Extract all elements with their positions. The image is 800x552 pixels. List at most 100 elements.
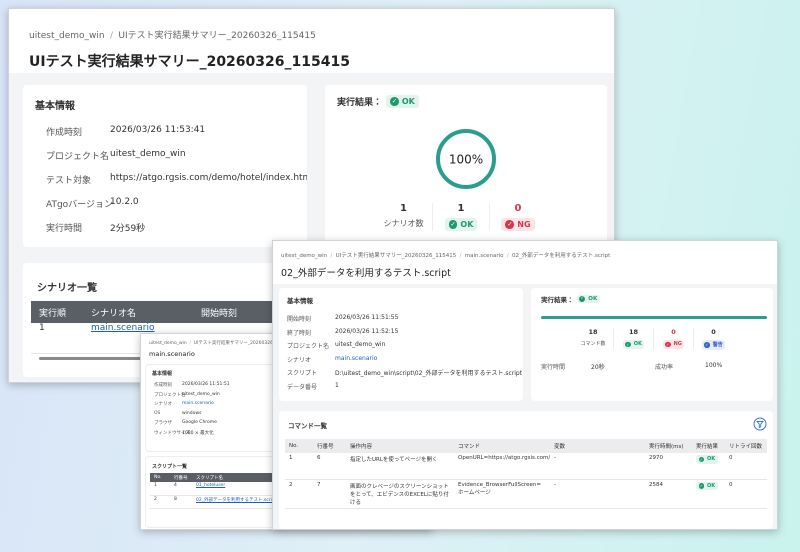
table-header: No. 行番号 操作内容 コマンド 変数 実行時間(ms) 実行結果 リトライ回数 bbox=[285, 439, 767, 453]
stat: 18 ✓ OK bbox=[613, 328, 653, 350]
command-table: No. 行番号 操作内容 コマンド 変数 実行時間(ms) 実行結果 リトライ回数 1 6 指定した… bbox=[285, 439, 767, 509]
page-title: UIテスト実行結果サマリー_20260326_115415 bbox=[29, 54, 350, 70]
cell-text: 2584 bbox=[649, 481, 663, 488]
link[interactable]: 01_hoteluser bbox=[196, 483, 226, 488]
cell-text: 4 bbox=[174, 483, 177, 488]
info-value: main.scenario bbox=[182, 401, 214, 406]
filter-button[interactable] bbox=[753, 417, 767, 431]
info-row: スクリプト D:\uitest_demo_win\script\02_外部データを… bbox=[287, 368, 522, 382]
filter-circle bbox=[753, 417, 767, 431]
info-label: ATgoバージョン bbox=[46, 200, 113, 210]
card-heading: シナリオ一覧 bbox=[37, 283, 97, 294]
info-list: 作成時刻 2026/03/26 11:53:41 プロジェクト名 uitest_dem… bbox=[46, 125, 307, 245]
status-badge: ✓ OK bbox=[386, 95, 419, 108]
breadcrumb-item[interactable]: main.scenario bbox=[464, 253, 504, 259]
info-row: プロジェクト名 uitest_demo_win bbox=[46, 149, 307, 173]
status-icon: ✓ bbox=[698, 483, 704, 489]
table-cell: 6 bbox=[313, 453, 346, 479]
status-icon: ✓ bbox=[698, 456, 704, 462]
table-cell: 0 bbox=[725, 479, 767, 508]
info-row: プロジェクト名 uitest_demo_win bbox=[154, 392, 230, 402]
status-icon: ✓ bbox=[579, 295, 586, 303]
info-label: ブラウザ bbox=[154, 421, 172, 426]
info-label: スクリプト bbox=[287, 370, 318, 378]
breadcrumb: uitest_demo_win / UIテスト実行結果サマリー_20260326_1… bbox=[281, 251, 610, 259]
separator: / bbox=[506, 253, 509, 259]
info-value: 2026/03/26 11:51:51 bbox=[182, 382, 230, 387]
link[interactable]: main.scenario bbox=[91, 323, 155, 333]
info-value: https://atgo.rgsis.com/demo/hotel/index.… bbox=[110, 173, 307, 183]
column-header: No. bbox=[289, 443, 299, 449]
info-value: 2026/03/26 11:51:55 bbox=[335, 314, 399, 321]
status-text: OK bbox=[707, 456, 716, 463]
breadcrumb: uitest_demo_win / UIテスト実行結果サマリー_20260326_1… bbox=[29, 28, 316, 41]
info-row: シナリオ main.scenario bbox=[154, 401, 230, 411]
stat: 0 ✓ NG bbox=[653, 328, 693, 350]
table-row: 2 7 画面のクレベージのスクリーンショットをとって、エビデンスのEXCELに貼り付… bbox=[285, 479, 767, 508]
progress-bar bbox=[541, 316, 767, 319]
extra-label: 成功率 bbox=[655, 364, 674, 371]
card-heading: コマンド一覧 bbox=[288, 422, 327, 430]
info-row: 実行時間 2分59秒 bbox=[46, 221, 307, 245]
separator: / bbox=[459, 253, 462, 259]
info-label: 終了時刻 bbox=[287, 329, 312, 337]
column-header: 開始時刻 bbox=[201, 308, 238, 319]
info-value: uitest_demo_win bbox=[110, 149, 186, 159]
table-cell: 7 bbox=[313, 479, 346, 508]
stat-label: シナリオ数 bbox=[383, 219, 424, 228]
stat-value: 1 bbox=[400, 203, 407, 214]
cell-text: Evidence_BrowserFullScreen=ホームページ bbox=[458, 481, 541, 496]
column-header: No. bbox=[154, 475, 162, 480]
breadcrumb-item[interactable]: UIテスト実行結果サマリー_20260326_115415 bbox=[118, 31, 316, 41]
table-cell: 01_hoteluser bbox=[192, 482, 322, 495]
table-cell: 2 bbox=[285, 479, 313, 508]
breadcrumb-item[interactable]: UIテスト実行結果サマリー_20260326_115415 bbox=[193, 341, 293, 346]
status-badge: ✓ OK bbox=[444, 218, 478, 231]
column-header: シナリオ名 bbox=[91, 308, 137, 319]
extra-value: 20秒 bbox=[591, 364, 605, 371]
breadcrumb-item[interactable]: uitest_demo_win bbox=[149, 341, 187, 346]
summary-header: uitest_demo_win / UIテスト実行結果サマリー_20260326_1… bbox=[9, 9, 614, 73]
info-row: 作成時刻 2026/03/26 11:53:41 bbox=[46, 125, 307, 149]
breadcrumb-item[interactable]: UIテスト実行結果サマリー_20260326_115415 bbox=[335, 253, 457, 259]
card-heading: 基本情報 bbox=[152, 371, 173, 377]
breadcrumb-item[interactable]: uitest_demo_win bbox=[29, 31, 105, 41]
status-badge: ✓ OK bbox=[576, 294, 600, 304]
column-header: 行番号 bbox=[317, 444, 334, 450]
breadcrumb-item[interactable]: uitest_demo_win bbox=[281, 253, 328, 259]
breadcrumb-item[interactable]: 02_外部データを利用するテスト.script bbox=[511, 253, 611, 259]
info-row: データ番号 1 bbox=[287, 382, 522, 396]
status-badge: ✓ OK bbox=[696, 481, 718, 490]
status-badge: ✓ 警告 bbox=[701, 340, 726, 350]
status-icon: ✓ bbox=[704, 342, 710, 348]
info-label: テスト対象 bbox=[46, 176, 92, 186]
table-cell: ✓ OK bbox=[692, 479, 725, 508]
stat-value: 0 bbox=[711, 328, 716, 336]
cell-text: 指定したURLを使ってページを開く bbox=[350, 457, 438, 463]
link[interactable]: 02_外部データを利用するテスト.script bbox=[196, 497, 277, 503]
cell-text: 0 bbox=[729, 481, 733, 488]
info-row: シナリオ main.scenario bbox=[287, 355, 522, 369]
stat-value: 1 bbox=[457, 203, 465, 214]
info-label: 作成時刻 bbox=[46, 128, 83, 138]
status-text: OK bbox=[460, 220, 474, 229]
cell-text: 0 bbox=[729, 455, 733, 461]
stat: 1 ✓ OK bbox=[432, 203, 489, 231]
table-cell: - bbox=[550, 453, 645, 479]
info-value: uitest_demo_win bbox=[182, 391, 220, 397]
cell-text: - bbox=[554, 455, 556, 461]
status-text: NG bbox=[673, 341, 682, 348]
table-cell: 2 bbox=[150, 495, 170, 508]
info-label: 実行時間 bbox=[46, 224, 83, 234]
filter-icon bbox=[756, 421, 764, 429]
info-label: プロジェクト名 bbox=[287, 343, 330, 351]
stat-label: コマンド数 bbox=[580, 341, 606, 347]
table-row: 1 6 指定したURLを使ってページを開く OpenURL=https://atgo.… bbox=[285, 453, 767, 479]
status-badge: ✓ NG bbox=[501, 218, 535, 231]
extra-item: 成功率 100% bbox=[655, 362, 769, 371]
page-title: main.scenario bbox=[149, 350, 195, 358]
ring bbox=[436, 129, 496, 189]
result-title: 実行結果： bbox=[541, 296, 574, 304]
column-header: 実行結果 bbox=[696, 444, 719, 450]
cell-text: 2 bbox=[154, 496, 157, 502]
